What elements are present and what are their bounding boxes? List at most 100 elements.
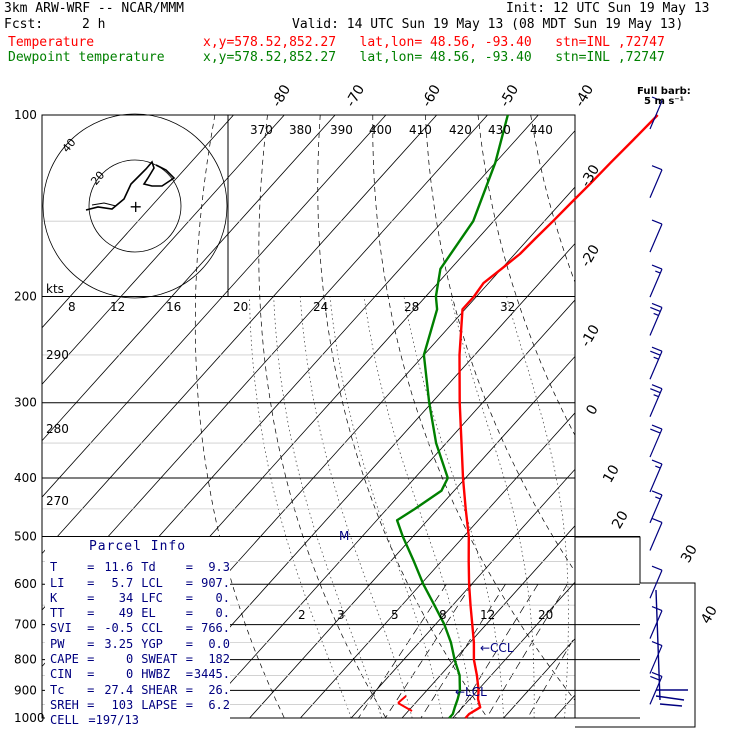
parcel-value: 0.0 bbox=[208, 636, 230, 651]
dewpoint-curve bbox=[395, 114, 509, 719]
parcel-key: LAPSE bbox=[141, 697, 178, 712]
mixing-ratio-label: 2 bbox=[298, 608, 306, 622]
pressure-label: 800 bbox=[14, 653, 37, 667]
pressure-label: 900 bbox=[14, 683, 37, 697]
parcel-eq: = bbox=[88, 713, 96, 728]
parcel-key: CCL bbox=[141, 621, 163, 636]
parcel-eq: = bbox=[185, 606, 193, 621]
valid-time: Valid: 14 UTC Sun 19 May 13 (08 MDT Sun … bbox=[292, 17, 684, 32]
parcel-key bbox=[138, 713, 192, 728]
isotherm bbox=[605, 115, 740, 718]
parcel-row: CELL = 197/13 bbox=[45, 713, 230, 728]
hodograph-ring-label: 40 bbox=[60, 136, 79, 155]
wind-barb bbox=[649, 384, 663, 417]
temperature-tick-label: -10 bbox=[578, 322, 603, 350]
mixing-ratio-label: 3 bbox=[337, 608, 345, 622]
mixing-ratio-line bbox=[358, 584, 447, 718]
dry-adiabat bbox=[689, 115, 740, 718]
parcel-eq: = bbox=[87, 590, 95, 605]
isotherm bbox=[503, 638, 575, 718]
parcel-eq: = bbox=[87, 560, 95, 575]
wind-barb bbox=[649, 219, 663, 253]
parcel-eq: = bbox=[87, 652, 95, 667]
parcel-value: 3.25 bbox=[104, 636, 134, 651]
model-title: 3km ARW-WRF -- NCAR/MMM bbox=[4, 1, 185, 16]
parcel-value: 9.3 bbox=[208, 560, 230, 575]
temperature-tick-label: -30 bbox=[578, 162, 603, 190]
wind-barb bbox=[649, 517, 663, 551]
parcel-info-title: Parcel Info bbox=[88, 539, 187, 554]
isotherm bbox=[42, 115, 387, 498]
theta-label: 400 bbox=[369, 123, 392, 137]
dry-adiabat bbox=[583, 115, 740, 718]
parcel-key: K bbox=[50, 590, 58, 605]
parcel-value: 6.2 bbox=[208, 697, 230, 712]
theta-label: 420 bbox=[449, 123, 472, 137]
pressure-label: 300 bbox=[14, 396, 37, 410]
temperature-curve bbox=[458, 114, 659, 719]
parcel-value: 907. bbox=[201, 575, 230, 590]
temperature-tick-label: -70 bbox=[343, 82, 368, 110]
melting-level-marker: M bbox=[339, 529, 349, 543]
parcel-value: 49 bbox=[118, 606, 134, 621]
mixing-ratio-line bbox=[486, 584, 568, 718]
parcel-eq: = bbox=[185, 697, 193, 712]
parcel-key: LI bbox=[50, 575, 65, 590]
wind-barb bbox=[649, 346, 663, 380]
parcel-row: T = 11.6 Td = 9.3 bbox=[45, 560, 230, 575]
temperature-tick-label: 0 bbox=[583, 402, 601, 418]
parcel-eq: = bbox=[87, 575, 95, 590]
dewpoint-location: x,y=578.52,852.27 lat,lon= 48.56, -93.40… bbox=[203, 50, 665, 65]
parcel-value: 0 bbox=[125, 652, 134, 667]
theta-label: 440 bbox=[530, 123, 553, 137]
parcel-value: 182 bbox=[208, 652, 230, 667]
parcel-eq: = bbox=[87, 667, 95, 682]
moist-adiabat bbox=[273, 296, 383, 718]
theta-label: 370 bbox=[250, 123, 273, 137]
pressure-label: 500 bbox=[14, 529, 37, 543]
temperature-tick-label: 20 bbox=[609, 508, 632, 531]
parcel-eq: = bbox=[185, 560, 193, 575]
wind-barb bbox=[649, 565, 663, 599]
theta-label: 380 bbox=[289, 123, 312, 137]
mixing-ratio-line bbox=[527, 635, 575, 718]
hodograph-origin: + bbox=[129, 197, 142, 216]
lcl-marker: ←LCL bbox=[455, 685, 487, 699]
isotherm bbox=[42, 115, 488, 611]
temperature-legend: Temperature bbox=[8, 35, 95, 50]
hodograph-trace bbox=[85, 160, 176, 211]
temperature-tick-label: 40 bbox=[698, 603, 721, 626]
parcel-key: TT bbox=[50, 606, 65, 621]
moist-adiabat bbox=[299, 296, 413, 718]
parcel-value: 34 bbox=[118, 590, 134, 605]
mixing-ratio-label: 12 bbox=[480, 608, 495, 622]
wind-barb bbox=[649, 264, 663, 298]
hodograph-speed-label: 28 bbox=[404, 300, 419, 314]
parcel-eq: = bbox=[185, 667, 193, 682]
parcel-key: EL bbox=[141, 606, 156, 621]
wind-barb bbox=[649, 641, 663, 674]
parcel-eq: = bbox=[185, 575, 193, 590]
moist-adiabat bbox=[450, 296, 535, 718]
parcel-eq: = bbox=[87, 621, 95, 636]
dry-adiabat bbox=[477, 115, 575, 437]
parcel-eq: = bbox=[185, 652, 193, 667]
parcel-key: Td bbox=[141, 560, 156, 575]
parcel-key: Tc bbox=[50, 682, 65, 697]
parcel-key: HWBZ bbox=[141, 667, 171, 682]
isotherm bbox=[554, 694, 575, 718]
isotherm bbox=[198, 299, 575, 718]
isotherm bbox=[249, 355, 575, 718]
isotherm bbox=[300, 412, 575, 718]
parcel-key: LFC bbox=[141, 590, 163, 605]
parcel-value: 103 bbox=[111, 697, 134, 712]
mixing-ratio-label: 20 bbox=[538, 608, 553, 622]
isotherm bbox=[350, 468, 575, 718]
isotherm bbox=[42, 115, 234, 329]
mixing-ratio-line bbox=[420, 584, 506, 718]
parcel-key: SVI bbox=[50, 621, 72, 636]
forecast-hours: 2 h bbox=[82, 17, 106, 32]
ccl-marker: ←CCL bbox=[480, 641, 514, 655]
parcel-value: 26. bbox=[208, 682, 230, 697]
